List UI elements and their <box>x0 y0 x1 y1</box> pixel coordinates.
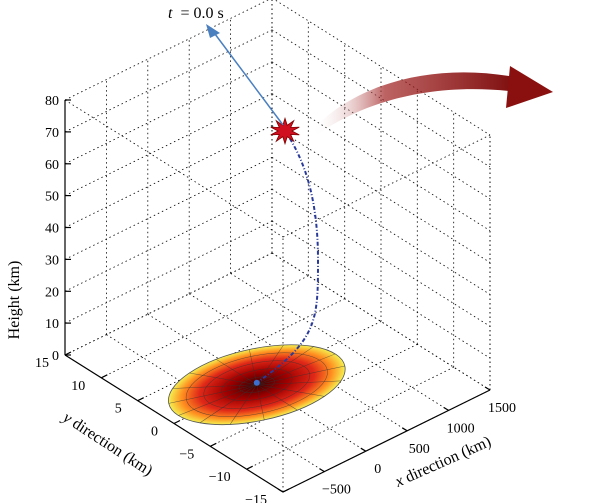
grid-line-top <box>64 99 284 238</box>
grid-line-back-z <box>64 157 273 260</box>
z-tick-label: 20 <box>45 285 59 300</box>
burst-marker <box>270 116 300 146</box>
x-tick-label: 500 <box>409 442 430 457</box>
x-tick-label: 1500 <box>488 401 516 416</box>
z-axis-label: Height (km) <box>6 261 23 340</box>
trajectory-path <box>256 130 320 384</box>
x-tick-mark <box>319 468 325 473</box>
y-tick-label: 15 <box>35 356 49 371</box>
x-tick-label: 0 <box>374 462 381 477</box>
x-tick-mark <box>277 488 284 493</box>
footprint-mesh-spoke <box>249 349 258 385</box>
footprint-mesh-spoke <box>199 384 257 424</box>
z-tick-label: 60 <box>45 158 59 173</box>
y-tick-mark <box>137 397 144 402</box>
footprint-mesh-spoke <box>229 384 258 425</box>
footprint-mesh-spoke <box>172 384 257 389</box>
grid-line-back-z <box>64 29 273 133</box>
footprint-mesh-spoke <box>256 384 298 411</box>
x-tick-mark <box>401 427 408 432</box>
arrows <box>206 24 553 134</box>
y-tick-mark <box>246 465 253 470</box>
y-tick-label: 5 <box>115 402 122 417</box>
velocity-arrow-shaft <box>211 29 284 126</box>
y-axis-label: y direction (km) <box>58 408 155 479</box>
axis-lines <box>64 99 491 493</box>
burst-star <box>270 116 300 146</box>
y-tick-mark <box>64 351 72 356</box>
x-axis-line <box>282 389 491 493</box>
x-tick-mark <box>360 447 367 452</box>
x-tick-label: 1000 <box>447 421 475 436</box>
x-axis-label: x direction (km) <box>392 433 494 491</box>
x-tick-label: −500 <box>322 483 351 498</box>
footprint-mesh-spoke <box>189 372 257 385</box>
footprint-mesh-spoke <box>256 344 284 385</box>
footprint-mesh-spoke <box>178 384 257 416</box>
z-tick-labels: 0 10 20 30 40 50 60 70 80 <box>45 94 59 364</box>
footprint-mesh-spoke <box>256 380 341 385</box>
velocity-arrow-head <box>206 24 220 38</box>
y-tick-mark <box>210 442 217 447</box>
grid-line-top <box>282 134 491 238</box>
y-tick-mark <box>101 374 108 379</box>
y-tick-labels: 15 10 5 0 −5 −10 −15 <box>35 356 267 503</box>
grid-line-floor-y <box>64 252 273 356</box>
grid-line-back-z <box>64 93 273 196</box>
footprint-mesh-spoke <box>256 365 345 385</box>
time-annotation: t = 0.0 s <box>168 5 224 22</box>
z-tick-label: 30 <box>45 253 59 268</box>
footprint-mesh-spoke <box>256 353 336 385</box>
y-tick-label: −10 <box>209 470 231 485</box>
y-tick-mark <box>173 419 181 425</box>
footprint-mesh-spoke <box>256 384 265 420</box>
y-tick-mark <box>282 488 290 493</box>
footprint-mesh-spoke <box>168 384 257 404</box>
footprint-mesh-spoke <box>216 359 257 385</box>
z-tick-label: 50 <box>45 190 59 205</box>
y-tick-label: 10 <box>71 379 85 394</box>
z-tick-label: 10 <box>45 317 59 332</box>
x-tick-mark <box>443 406 449 411</box>
impact-point <box>253 379 260 386</box>
path-arrow-body <box>312 72 520 134</box>
y-tick-label: −5 <box>179 447 194 462</box>
y-tick-label: 0 <box>151 425 158 440</box>
z-tick-label: 0 <box>52 349 59 364</box>
x-tick-mark <box>484 386 491 391</box>
grid-line-back-z <box>64 61 273 165</box>
grid-lines <box>64 0 491 493</box>
grid-line-back-z <box>64 252 273 356</box>
z-tick-label: 70 <box>45 126 59 141</box>
footprint-mesh-spoke <box>256 346 314 385</box>
grid-line-back-z <box>64 125 273 228</box>
grid-line-side-z <box>274 0 491 136</box>
path-arrow-head <box>506 66 553 108</box>
grid-line-back-z <box>64 188 273 292</box>
z-tick-label: 80 <box>45 94 59 109</box>
z-tick-label: 40 <box>45 222 59 237</box>
trajectory-line <box>253 130 320 386</box>
footprint-mesh-spoke <box>256 384 325 397</box>
y-tick-label: −15 <box>245 493 267 503</box>
grid-line-back-z <box>64 220 273 324</box>
